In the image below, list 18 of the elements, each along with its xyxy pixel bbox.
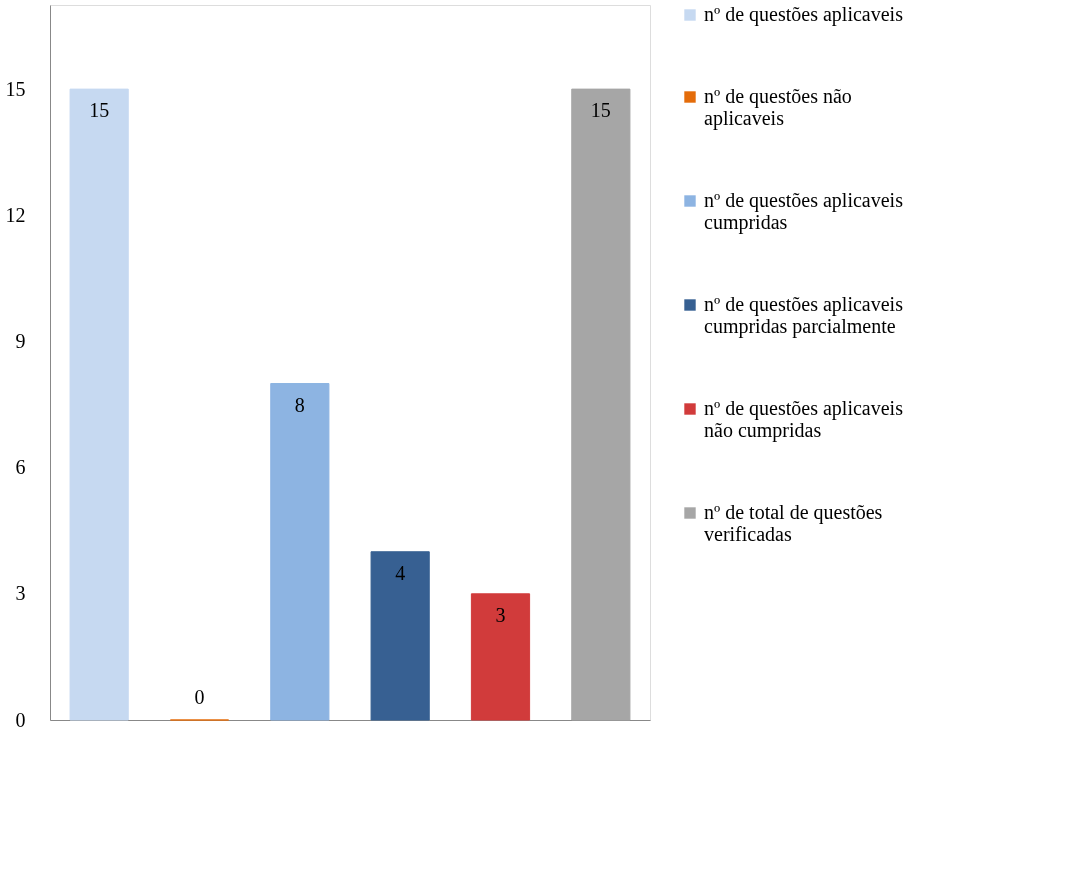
y-tick-label: 9 [15, 329, 26, 352]
legend-label: nº de questões aplicaveis não cumpridas [704, 397, 904, 442]
data-label: 0 [194, 686, 205, 708]
legend-label: nº de questões aplicaveis cumpridas parcialmente [704, 293, 904, 338]
data-label: 15 [590, 99, 611, 122]
y-tick-label: 12 [5, 203, 26, 226]
y-tick-label: 6 [15, 456, 26, 479]
data-label: 15 [89, 99, 110, 122]
y-tick-label: 0 [15, 708, 26, 731]
y-tick-label: 3 [15, 582, 26, 605]
legend-label: nº de total de questões verificadas [704, 501, 883, 545]
data-label: 3 [495, 603, 506, 626]
legend-label: nº de questões aplicaveis cumpridas [704, 189, 904, 234]
legend-label: nº de questões aplicaveis [704, 3, 904, 26]
data-label: 8 [294, 393, 305, 416]
y-tick-label: 15 [5, 77, 26, 100]
legend-label: nº de questões não aplicaveis [704, 85, 852, 130]
data-label: 4 [395, 561, 406, 584]
